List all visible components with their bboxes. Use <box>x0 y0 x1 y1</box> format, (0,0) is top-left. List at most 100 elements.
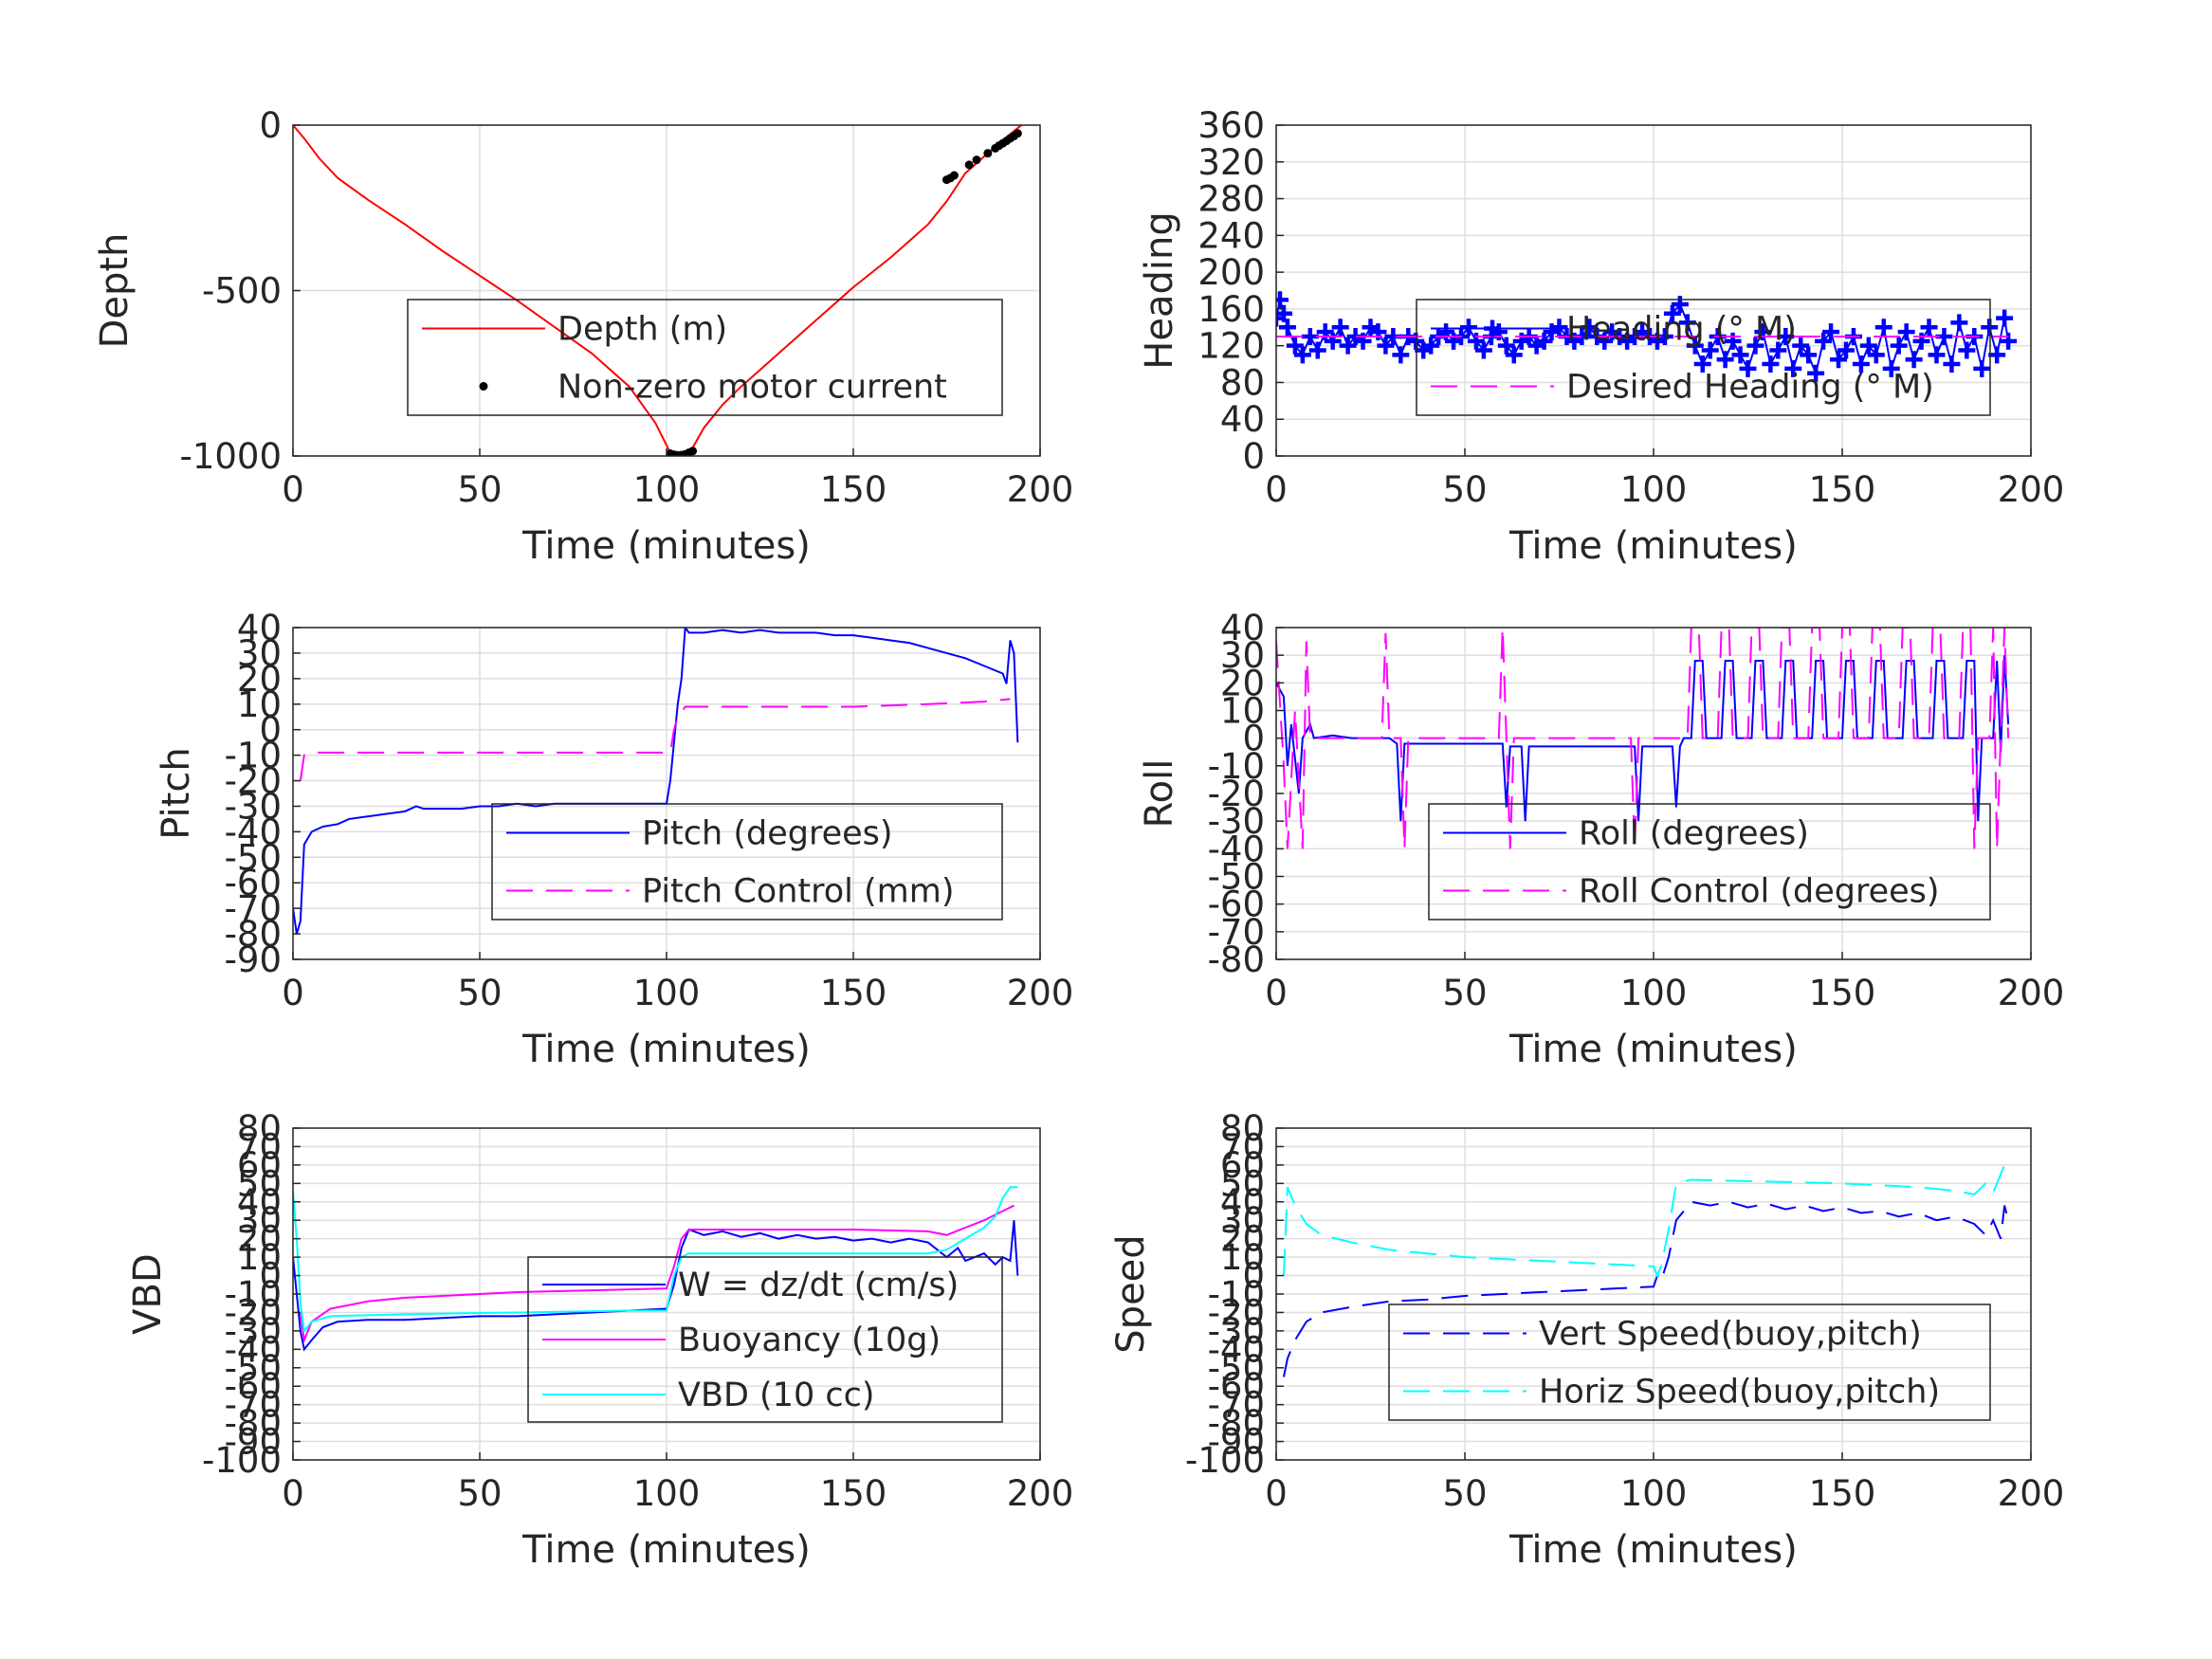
series-1-marker <box>1905 351 1923 369</box>
x-tick-label: 150 <box>820 973 887 1013</box>
x-tick-label: 200 <box>1007 469 1074 510</box>
y-tick-label: 240 <box>1197 215 1265 256</box>
series-1-line <box>1276 299 2010 377</box>
series-1-marker <box>1784 359 1802 377</box>
series-1-marker <box>2000 332 2018 350</box>
series-1-marker <box>1859 337 1877 355</box>
series-1-line <box>293 628 1019 935</box>
y-axis-label: Depth <box>93 233 137 349</box>
series-1-marker <box>1874 319 1892 337</box>
y-tick-label: 20 <box>1220 663 1265 703</box>
y-tick-label: 70 <box>237 1126 282 1167</box>
y-tick-label: -1000 <box>179 436 282 477</box>
series-1-marker <box>1769 341 1787 359</box>
series-1-marker <box>1693 356 1711 374</box>
y-tick-label: -20 <box>1208 1292 1265 1333</box>
x-tick-label: 50 <box>1442 973 1487 1013</box>
legend: Pitch (degrees) Pitch Control (mm) <box>491 803 1003 921</box>
y-tick-label: -30 <box>1208 1311 1265 1352</box>
series-1-marker <box>1746 337 1764 355</box>
series-1-marker <box>1815 332 1833 350</box>
y-tick-label: -10 <box>1208 746 1265 787</box>
y-tick-label: -40 <box>225 1329 282 1370</box>
y-axis-label: Pitch <box>155 747 198 839</box>
x-tick-label: 50 <box>1442 469 1487 510</box>
y-tick-label: 10 <box>1220 1237 1265 1278</box>
x-tick-label: 200 <box>1998 469 2065 510</box>
legend-marker <box>1484 319 1501 337</box>
x-tick-label: 100 <box>1620 469 1688 510</box>
y-tick-label: -40 <box>225 811 282 852</box>
y-tick-label: -30 <box>225 786 282 827</box>
x-axis-label: Time (minutes) <box>521 1028 811 1071</box>
legend-label: Heading (° M) <box>1566 311 1797 349</box>
series-2-line <box>1276 628 2010 849</box>
y-tick-label: -90 <box>1208 1422 1265 1463</box>
series-1-marker <box>1852 356 1870 374</box>
y-tick-label: 10 <box>1220 691 1265 732</box>
y-tick-label: -60 <box>225 863 282 903</box>
x-tick-label: 100 <box>633 973 701 1013</box>
y-tick-label: -50 <box>1208 1348 1265 1389</box>
series-2-line <box>299 698 1011 781</box>
series-1-marker <box>1497 337 1515 355</box>
y-tick-label: 50 <box>237 1163 282 1204</box>
y-tick-label: 80 <box>1220 1108 1265 1149</box>
series-3-line <box>293 1186 1018 1334</box>
y-tick-label: 0 <box>1242 719 1265 759</box>
x-tick-label: 0 <box>282 469 304 510</box>
series-1-marker <box>1724 332 1742 350</box>
x-tick-label: 0 <box>282 973 304 1013</box>
series-2-point <box>1013 129 1022 138</box>
chart-panel-heading: 0 50 100 150 20004080120160200240280320360Ti… <box>1138 105 2064 568</box>
legend-label: Depth (m) <box>558 311 727 349</box>
legend-label: Desired Heading (° M) <box>1566 369 1934 407</box>
chart-panel-vbd: 0 50 100 150 200-100-90-80-70-60-50-40-30-20… <box>126 1108 1073 1572</box>
y-tick-label: -60 <box>1208 1366 1265 1407</box>
series-1-marker <box>1928 346 1946 364</box>
x-tick-label: 150 <box>1809 1473 1876 1514</box>
series-1-marker <box>1792 337 1810 355</box>
series-1-line <box>1282 1200 2010 1377</box>
y-tick-label: 0 <box>1242 436 1265 477</box>
y-tick-label: 320 <box>1197 142 1265 183</box>
series-1-marker <box>1301 327 1319 345</box>
legend-label: Pitch (degrees) <box>642 815 893 853</box>
series-2-point <box>964 160 974 170</box>
series-group <box>293 628 1019 935</box>
series-1-line <box>293 1220 1019 1352</box>
series-1-marker <box>1392 346 1410 364</box>
series-1-marker <box>1459 319 1477 337</box>
series-1-marker <box>1807 364 1825 382</box>
series-group <box>1276 291 2018 382</box>
legend-label: Roll Control (degrees) <box>1579 873 1940 911</box>
y-tick-label: -10 <box>225 1274 282 1315</box>
y-tick-label: 80 <box>237 1108 282 1149</box>
x-tick-label: 150 <box>820 469 887 510</box>
series-1-marker <box>1422 337 1440 355</box>
x-axis-label: Time (minutes) <box>1508 1028 1798 1071</box>
y-tick-label: -70 <box>225 1385 282 1426</box>
y-tick-label: 360 <box>1197 105 1265 146</box>
legend-box <box>491 803 1003 921</box>
legend: W = dz/dt (cm/s) Buoyancy (10g) VBD (10 cc… <box>527 1256 1003 1423</box>
x-tick-label: 200 <box>1007 1473 1074 1514</box>
x-tick-label: 150 <box>1809 469 1876 510</box>
y-tick-label: -80 <box>225 1403 282 1444</box>
legend-marker <box>479 382 488 391</box>
x-axis-label: Time (minutes) <box>521 524 811 568</box>
y-tick-label: 20 <box>237 659 282 700</box>
y-tick-label: -20 <box>225 1292 282 1333</box>
x-tick-label: 50 <box>457 973 502 1013</box>
y-tick-label: -90 <box>225 939 282 980</box>
x-tick-label: 0 <box>1265 469 1288 510</box>
y-tick-label: -70 <box>1208 1385 1265 1426</box>
y-tick-label: -60 <box>225 1366 282 1407</box>
legend-label: VBD (10 cc) <box>678 1376 875 1414</box>
series-1-marker <box>1996 309 2014 327</box>
y-tick-label: 20 <box>237 1219 282 1260</box>
series-1-marker <box>1943 356 1961 374</box>
series-1-marker <box>1822 323 1840 341</box>
series-1-marker <box>1663 304 1681 322</box>
y-tick-label: -10 <box>1208 1274 1265 1315</box>
